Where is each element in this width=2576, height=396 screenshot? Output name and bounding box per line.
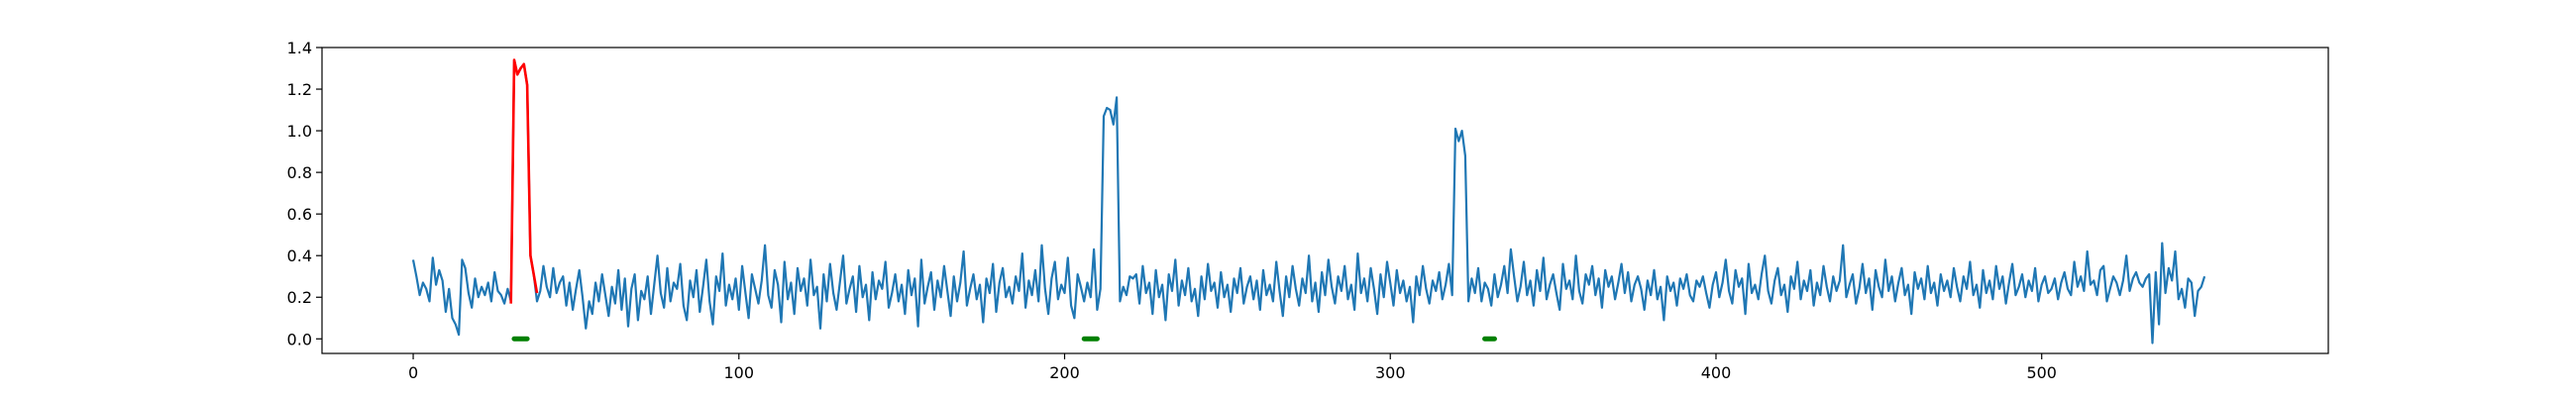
x-tick-label: 0	[408, 363, 418, 382]
x-tick-label: 100	[724, 363, 755, 382]
y-tick-label: 1.2	[287, 80, 312, 99]
y-tick-label: 1.4	[287, 39, 312, 57]
y-tick-label: 0.4	[287, 247, 312, 265]
y-tick-label: 0.8	[287, 163, 312, 182]
y-tick-label: 0.6	[287, 205, 312, 224]
y-axis: 0.0 0.2 0.4 0.6 0.8 1.0 1.2 1.4	[287, 39, 322, 348]
y-tick-label: 0.2	[287, 288, 312, 307]
series-line-anomaly	[509, 58, 539, 304]
plot-area	[411, 58, 2206, 345]
series-line-signal	[411, 58, 2206, 345]
y-tick-label: 1.0	[287, 122, 312, 141]
x-axis: 0 100 200 300 400 500	[408, 353, 2057, 382]
y-tick-label: 0.0	[287, 330, 312, 348]
axes-frame	[321, 47, 2329, 354]
x-tick-label: 200	[1049, 363, 1080, 382]
x-tick-label: 400	[1701, 363, 1732, 382]
x-tick-label: 300	[1375, 363, 1406, 382]
x-tick-label: 500	[2026, 363, 2057, 382]
